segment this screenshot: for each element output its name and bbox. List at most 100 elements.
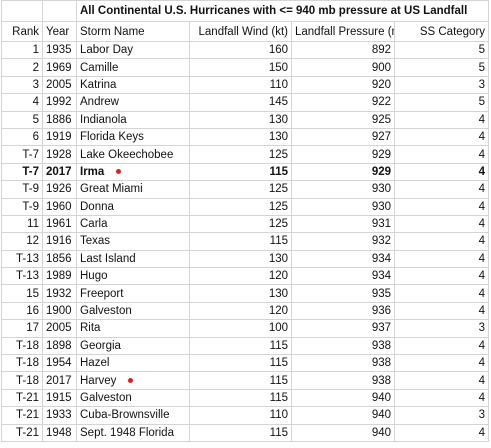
cell-text: 130 <box>268 252 288 265</box>
cell: 130 <box>189 249 292 269</box>
cell-text: 100 <box>268 322 288 335</box>
cell: 17 <box>1 319 43 338</box>
cell-text: Texas <box>80 235 111 248</box>
cell: Last Island <box>76 249 190 269</box>
cell-text: Georgia <box>80 339 121 352</box>
cell: 4 <box>393 354 490 373</box>
cell-text: 927 <box>371 131 391 144</box>
cell-text: 930 <box>371 200 391 213</box>
cell: 4 <box>393 145 490 164</box>
cell: T-13 <box>1 267 43 286</box>
cell-text: 4 <box>478 148 486 161</box>
cell: Indianola <box>76 110 190 129</box>
cell: 11 <box>1 214 43 234</box>
cell-text: Galveston <box>80 392 132 404</box>
cell-text: 17 <box>26 322 39 335</box>
data-row: T-18 1898 Georgia 115 938 4 <box>1 336 490 356</box>
cell: Andrew <box>76 93 190 112</box>
cell <box>42 0 77 22</box>
cell-text: 120 <box>268 270 288 283</box>
cell-text: 922 <box>371 96 391 109</box>
cell-text: 940 <box>371 409 391 422</box>
data-row: T-7 2017 Irma 115 929 4 <box>1 162 490 182</box>
cell-text: 115 <box>269 357 288 370</box>
cell-text: 1928 <box>46 148 72 161</box>
cell-text: 1886 <box>46 113 72 126</box>
cell-text: 1935 <box>46 44 72 57</box>
data-row: 6 1919 Florida Keys 130 927 4 <box>1 127 490 147</box>
cell: 4 <box>393 301 490 321</box>
cell-text: Hugo <box>80 270 108 283</box>
cell: 3 <box>393 75 490 95</box>
cell: T-9 <box>1 180 43 199</box>
cell-text: 160 <box>268 44 288 57</box>
cell-text: 935 <box>371 287 391 300</box>
cell: Donna <box>76 197 190 216</box>
cell-text: 1932 <box>46 287 72 300</box>
cell: Camille <box>76 58 190 77</box>
data-row: 5 1886 Indianola 130 925 4 <box>1 110 490 129</box>
data-row: T-18 1954 Hazel 115 938 4 <box>1 354 490 373</box>
cell: Texas <box>76 232 190 251</box>
cell-text: 4 <box>478 218 486 231</box>
cell-text: 892 <box>371 44 391 57</box>
cell: 1886 <box>42 110 77 129</box>
cell: 938 <box>291 354 395 373</box>
cell: 100 <box>189 319 292 338</box>
cell: 115 <box>189 336 292 356</box>
cell-text: T-7 <box>22 165 39 178</box>
cell: T-21 <box>1 423 43 442</box>
cell: 1932 <box>42 284 77 303</box>
cell: 15 <box>1 284 43 303</box>
cell: 938 <box>291 336 395 356</box>
cell-text: 125 <box>268 148 288 161</box>
cell: 1919 <box>42 127 77 147</box>
cell: 150 <box>189 58 292 77</box>
cell: 160 <box>189 40 292 60</box>
cell-text: 125 <box>268 200 288 213</box>
cell: Florida Keys <box>76 127 190 147</box>
cell: 1935 <box>42 40 77 60</box>
cell: Labor Day <box>76 40 190 60</box>
cell: 2005 <box>42 319 77 338</box>
cell-text: 145 <box>268 96 288 109</box>
cell-text: 931 <box>371 218 391 231</box>
cell: 1954 <box>42 354 77 373</box>
cell-text: 110 <box>269 78 288 91</box>
cell: 5 <box>393 58 490 77</box>
data-row: 3 2005 Katrina 110 920 3 <box>1 75 490 95</box>
cell-text: 940 <box>371 392 391 404</box>
cell: 4 <box>393 371 490 390</box>
cell-text: 130 <box>268 131 288 144</box>
cell: 1 <box>1 40 43 60</box>
cell: Lake Okeechobee <box>76 145 190 164</box>
cell: 931 <box>291 214 395 234</box>
cell: 930 <box>291 180 395 199</box>
cell-text: 2017 <box>46 374 72 387</box>
cell-text: Galveston <box>80 305 132 318</box>
cell: 110 <box>189 75 292 95</box>
cell: 115 <box>189 371 292 390</box>
header-row: Rank Year Storm Name Landfall Wind (kt) Land… <box>1 21 490 42</box>
cell-text: 1856 <box>46 252 72 265</box>
cell-text: 115 <box>269 165 288 178</box>
cell: 929 <box>291 162 395 182</box>
cell-text: 1960 <box>46 200 72 213</box>
cell-text: Rita <box>80 322 101 335</box>
cell: 12 <box>1 232 43 251</box>
cell <box>1 0 43 22</box>
cell: Hugo <box>76 267 190 286</box>
cell: Irma <box>76 162 190 182</box>
cell: 935 <box>291 284 395 303</box>
cell: 130 <box>189 284 292 303</box>
cell: 115 <box>189 423 292 442</box>
cell-text: 938 <box>371 339 391 352</box>
cell-text: 2005 <box>46 322 72 335</box>
cell: Freeport <box>76 284 190 303</box>
cell: 1915 <box>42 388 77 408</box>
cell: 1933 <box>42 406 77 425</box>
cell-text: 3 <box>478 78 486 91</box>
cell: 2017 <box>42 371 77 390</box>
cell: 1928 <box>42 145 77 164</box>
cell: 120 <box>189 301 292 321</box>
